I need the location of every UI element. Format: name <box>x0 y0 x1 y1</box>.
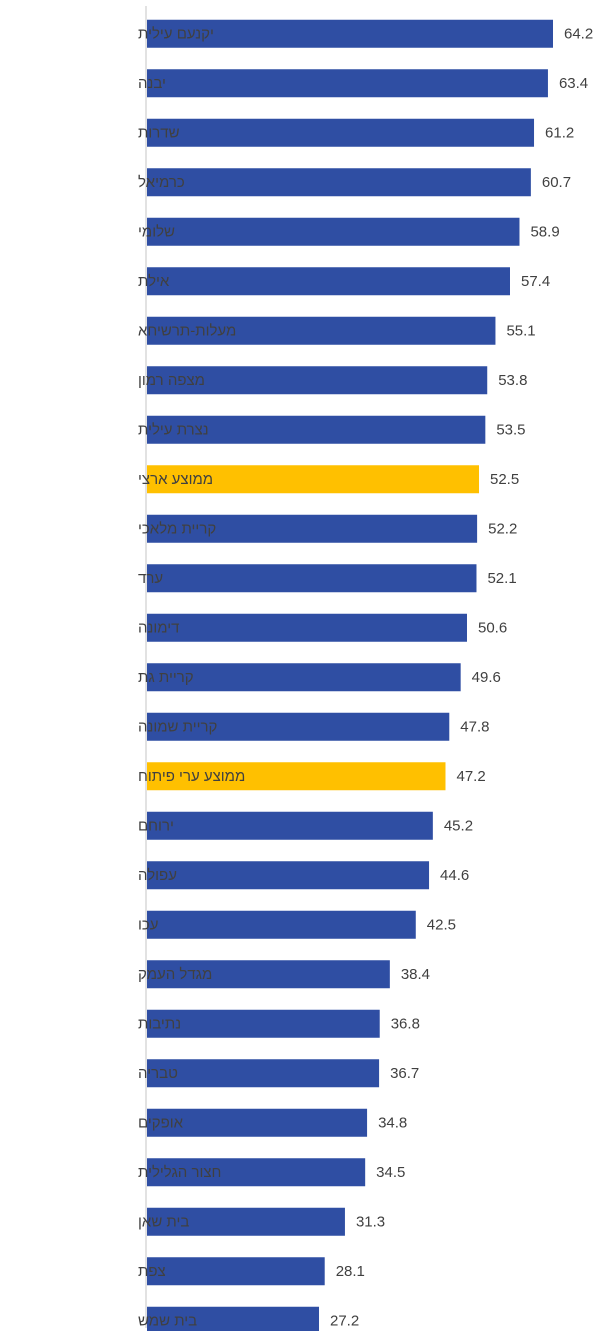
value-label: 47.8 <box>460 718 489 735</box>
bar <box>147 514 478 543</box>
bar <box>147 910 416 939</box>
value-label: 58.9 <box>530 223 559 240</box>
category-label: שלומי <box>138 223 175 240</box>
bar <box>147 960 390 989</box>
bars-group <box>147 19 553 1331</box>
bar <box>147 465 480 494</box>
value-label: 64.2 <box>564 25 593 42</box>
value-label: 52.1 <box>487 570 516 587</box>
bar <box>147 1059 380 1088</box>
bar <box>147 267 510 296</box>
category-label: ירוחם <box>138 817 174 834</box>
bar <box>147 19 553 48</box>
bar <box>147 1108 368 1137</box>
category-label: עכו <box>138 916 159 933</box>
value-label: 63.4 <box>559 75 588 92</box>
bar <box>147 1207 345 1236</box>
bar <box>147 811 433 840</box>
value-label: 52.2 <box>488 520 517 537</box>
value-label: 45.2 <box>444 817 473 834</box>
category-label: טבריה <box>138 1065 178 1082</box>
value-label: 31.3 <box>356 1213 385 1230</box>
value-label: 44.6 <box>440 867 469 884</box>
category-label: יקנעם עילית <box>138 25 214 42</box>
value-label: 34.8 <box>378 1114 407 1131</box>
bar <box>147 366 488 395</box>
value-label: 47.2 <box>456 768 485 785</box>
category-label: חצור הגלילית <box>138 1164 221 1181</box>
value-label: 36.8 <box>391 1015 420 1032</box>
bar <box>147 712 450 741</box>
value-label: 52.5 <box>490 471 519 488</box>
bar <box>147 762 446 791</box>
value-label: 57.4 <box>521 273 550 290</box>
bar <box>147 1306 320 1331</box>
value-labels-group: 64.2 63.4 61.2 60.7 58.9 57.4 55.1 53.8 53.5 52.5… <box>330 25 593 1329</box>
bar <box>147 217 520 246</box>
value-label: 60.7 <box>542 174 571 191</box>
category-label: צפת <box>138 1263 166 1280</box>
bar <box>147 861 430 890</box>
category-label: אופקים <box>138 1114 184 1131</box>
bar <box>147 415 486 444</box>
value-label: 53.8 <box>498 372 527 389</box>
value-label: 42.5 <box>427 916 456 933</box>
bar <box>147 1009 380 1038</box>
bar <box>147 613 467 642</box>
bar <box>147 316 496 345</box>
category-label: ממוצע ארצי <box>138 471 213 488</box>
category-label: מצפה רמון <box>138 372 205 389</box>
category-label: יבנה <box>138 75 166 92</box>
category-label: נתיבות <box>138 1015 181 1032</box>
bar <box>147 1257 325 1286</box>
category-label: ערד <box>138 570 163 587</box>
value-label: 50.6 <box>478 619 507 636</box>
bar <box>147 1158 366 1187</box>
value-label: 49.6 <box>472 669 501 686</box>
bar <box>147 564 477 593</box>
category-label: קריית שמונה <box>138 718 218 735</box>
category-labels-group: יקנעם עילית יבנה שדרות כרמיאל שלומי אילת מעלות… <box>138 25 245 1329</box>
category-label: דימונה <box>138 619 179 636</box>
value-label: 36.7 <box>390 1065 419 1082</box>
value-label: 27.2 <box>330 1312 359 1329</box>
category-label: קריית מלאכי <box>138 520 216 537</box>
value-label: 55.1 <box>506 322 535 339</box>
value-label: 34.5 <box>376 1164 405 1181</box>
category-label: אילת <box>138 273 170 290</box>
category-label: קריית גת <box>138 669 194 686</box>
category-label: עפולה <box>138 867 177 884</box>
value-label: 53.5 <box>496 421 525 438</box>
value-label: 28.1 <box>336 1263 365 1280</box>
bar <box>147 168 531 197</box>
value-label: 38.4 <box>401 966 430 983</box>
category-label: נצרת עילית <box>138 421 209 438</box>
category-label: מעלות-תרשיחא <box>138 322 236 339</box>
category-label: כרמיאל <box>138 174 185 191</box>
value-label: 61.2 <box>545 124 574 141</box>
category-label: בית שאן <box>138 1213 189 1230</box>
category-label: מגדל העמק <box>138 966 212 983</box>
bar <box>147 663 461 692</box>
bar <box>147 69 548 98</box>
category-label: בית שמש <box>138 1312 197 1329</box>
category-label: ממוצע ערי פיתוח <box>138 768 245 785</box>
bar <box>147 118 535 147</box>
category-label: שדרות <box>138 124 180 141</box>
